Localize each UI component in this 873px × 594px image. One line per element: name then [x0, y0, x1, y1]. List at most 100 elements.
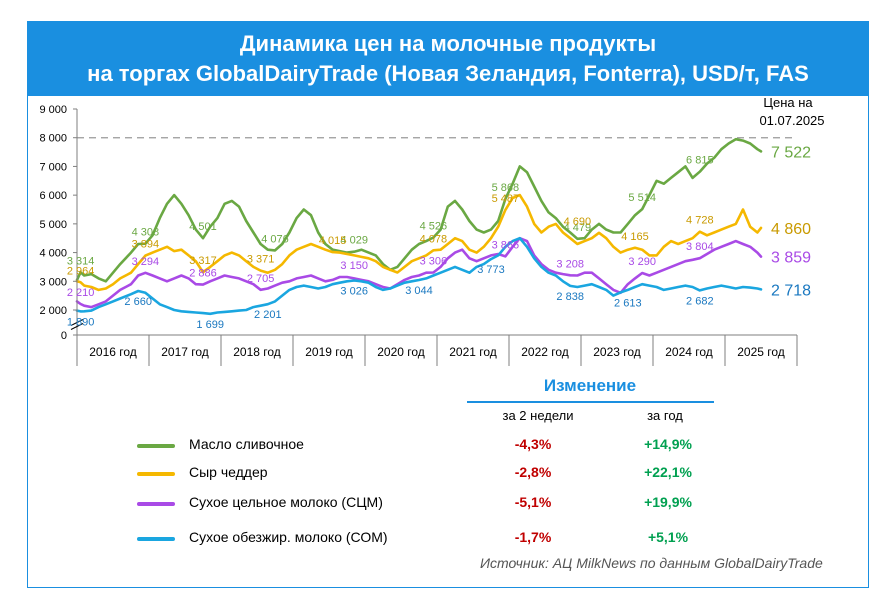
- point-label: 4 078: [420, 233, 448, 245]
- x-category-label: 2020 год: [377, 345, 425, 359]
- change-2weeks-value: -1,7%: [514, 529, 552, 545]
- change-title-rule: [467, 401, 714, 403]
- change-year-value: +19,9%: [644, 494, 692, 510]
- axis-break-mark: [70, 319, 84, 326]
- point-label: 4 501: [189, 221, 217, 233]
- end-value-label: 3 859: [771, 250, 811, 267]
- point-label: 2 682: [686, 295, 714, 307]
- point-label: 3 371: [247, 254, 275, 266]
- title-line-1: Динамика цен на молочные продукты: [239, 31, 657, 56]
- butter-line: [75, 137, 763, 283]
- point-label: 4 690: [564, 216, 592, 228]
- point-label: 4 076: [261, 233, 289, 245]
- x-category-label: 2019 год: [305, 345, 353, 359]
- y-tick-label: 4 000: [39, 248, 67, 260]
- y-tick-label: 3 000: [39, 276, 67, 288]
- axis-break-mark: [70, 323, 84, 330]
- end-value-label: 2 718: [771, 282, 811, 299]
- legend-label: Сухое цельное молоко (СЦМ): [189, 494, 383, 510]
- point-label: 4 526: [420, 220, 448, 232]
- point-label: 3 317: [189, 255, 217, 267]
- point-label: 5 868: [492, 182, 520, 194]
- legend-swatch: [137, 472, 175, 476]
- point-label: 3 804: [686, 241, 714, 253]
- x-category-label: 2021 год: [449, 345, 497, 359]
- point-label: 4 308: [132, 227, 160, 239]
- change-2weeks-value: -5,1%: [514, 494, 552, 510]
- point-label: 4 029: [340, 235, 368, 247]
- x-category-label: 2017 год: [161, 345, 209, 359]
- point-label: 2 705: [247, 273, 275, 285]
- reference-date-label: 01.07.2025: [759, 113, 824, 128]
- point-label: 6 815: [686, 155, 714, 167]
- legend-label: Сухое обезжир. молоко (СОМ): [189, 529, 388, 545]
- end-value-label: 4 860: [771, 221, 811, 238]
- point-label: 1 890: [67, 316, 95, 328]
- smp-line: [75, 236, 763, 316]
- change-title: Изменение: [543, 376, 637, 395]
- x-category-label: 2018 год: [233, 345, 281, 359]
- point-label: 3 314: [67, 255, 95, 267]
- card-border: [27, 21, 869, 588]
- point-label: 3 306: [420, 255, 448, 267]
- y-tick-label: 5 000: [39, 219, 67, 231]
- cheddar-line: [75, 193, 763, 292]
- point-label: 3 208: [556, 258, 584, 270]
- change-year-value: +22,1%: [644, 464, 692, 480]
- legend-label: Масло сливочное: [189, 436, 304, 452]
- point-label: 3 290: [628, 256, 656, 268]
- point-label: 5 514: [628, 192, 656, 204]
- legend-swatch: [137, 502, 175, 506]
- y-tick-label: 0: [61, 330, 67, 342]
- change-2weeks-value: -2,8%: [514, 464, 552, 480]
- label-layer: 7 522 4 860 3 859 2 718 3 314 4 308 4 501 4 076…: [67, 144, 811, 330]
- point-label: 2 964: [67, 265, 95, 277]
- point-label: 2 201: [254, 309, 282, 321]
- point-label: 2 838: [556, 291, 584, 303]
- point-label: 3 150: [340, 260, 368, 272]
- point-label: 3 044: [405, 285, 433, 297]
- reference-line-layer: Цена на 01.07.2025: [77, 95, 825, 139]
- point-label: 4 015: [319, 235, 347, 247]
- point-label: 3 773: [477, 264, 505, 276]
- x-category-label: 2016 год: [89, 345, 137, 359]
- point-label: 2 886: [189, 268, 217, 280]
- axis-layer: 0 2 000 3 000 4 000 5 000 6 000 7 000 8 000 9 00…: [39, 104, 798, 366]
- series-layer: [75, 137, 763, 316]
- x-category-label: 2025 год: [737, 345, 785, 359]
- y-tick-label: 2 000: [39, 305, 67, 317]
- point-label: 3 894: [132, 239, 160, 251]
- point-label: 3 294: [132, 256, 160, 268]
- x-category-label: 2022 год: [521, 345, 569, 359]
- point-label: 3 866: [492, 239, 520, 251]
- wmp-line: [75, 236, 763, 309]
- change-head-2weeks: за 2 недели: [502, 408, 574, 423]
- y-tick-label: 8 000: [39, 133, 67, 145]
- legend-swatch: [137, 537, 175, 541]
- point-label: 5 487: [492, 193, 520, 205]
- point-label: 1 699: [196, 319, 224, 331]
- point-label: 2 613: [614, 297, 642, 309]
- chart-header: Динамика цен на молочные продукты на тор…: [27, 21, 869, 96]
- y-tick-label: 6 000: [39, 190, 67, 202]
- reference-label: Цена на: [763, 95, 813, 110]
- change-year-value: +5,1%: [647, 529, 689, 545]
- source-note: Источник: АЦ MilkNews по данным GlobalDa…: [480, 555, 823, 571]
- y-tick-label: 9 000: [39, 104, 67, 116]
- legend-label: Сыр чеддер: [189, 464, 268, 480]
- point-label: 4 165: [621, 231, 649, 243]
- y-tick-label: 7 000: [39, 161, 67, 173]
- change-year-value: +14,9%: [644, 436, 692, 452]
- legend-swatch: [137, 444, 175, 448]
- point-label: 4 728: [686, 215, 714, 227]
- change-head-year: за год: [647, 408, 683, 423]
- point-label: 3 026: [340, 286, 368, 298]
- point-label: 2 660: [124, 296, 152, 308]
- point-label: 2 210: [67, 287, 95, 299]
- title-line-2: на торгах GlobalDairyTrade (Новая Зеланд…: [87, 61, 809, 86]
- x-category-label: 2023 год: [593, 345, 641, 359]
- change-2weeks-value: -4,3%: [514, 436, 552, 452]
- x-category-label: 2024 год: [665, 345, 713, 359]
